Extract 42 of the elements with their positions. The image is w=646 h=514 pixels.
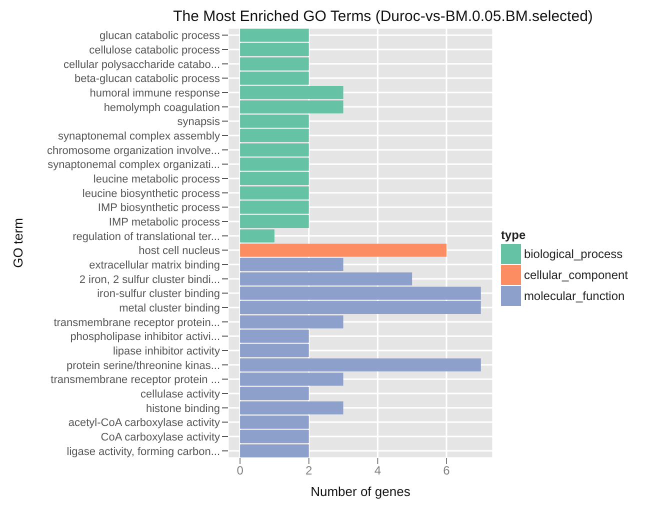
y-tick-label: IMP biosynthetic process [98,202,220,214]
chart-title: The Most Enriched GO Terms (Duroc-vs-BM.0.05.BM.selected) [172,8,594,27]
y-tick-label: regulation of translational ter... [72,230,220,243]
y-tick-label: leucine biosynthetic process [82,188,220,200]
y-tick-label: transmembrane receptor protein ... [50,374,220,386]
y-tick-label: hemolymph coagulation [104,102,220,114]
x-tick-label: 2 [306,464,313,478]
y-tick-label: cellulase activity [140,388,220,400]
y-tick-label: synaptonemal complex organizati... [48,159,220,172]
y-tick-label: transmembrane receptor protein... [54,316,220,329]
bar [240,244,446,257]
y-tick-label: acetyl-CoA carboxylase activity [68,417,220,430]
y-tick-label: cellulose catabolic process [89,44,220,56]
y-tick-label: ligase activity, forming carbon... [66,446,220,458]
y-tick-label: glucan catabolic process [100,30,220,42]
x-axis-title: Number of genes [310,484,411,499]
y-tick-label: metal cluster binding [119,302,220,314]
y-axis-title: GO term [10,218,26,268]
x-tick-label: 0 [236,464,244,478]
y-tick-label: chromosome organization involve... [46,144,220,157]
y-tick-label: phospholipase inhibitor activi... [70,331,220,344]
y-tick-label: host cell nucleus [138,245,220,258]
y-tick-label: lipase inhibitor activity [113,346,220,358]
y-tick-label: beta-glucan catabolic process [74,73,220,86]
y-tick-label: synaptonemal complex assembly [58,130,220,142]
y-tick-label: IMP metabolic process [108,216,220,228]
y-tick-label: protein serine/threonine kinas... [66,360,220,372]
legend-title: type [500,228,527,242]
y-tick-label: humoral immune response [90,88,220,100]
y-tick-label: CoA carboxylase activity [100,432,220,444]
y-tick-label: histone binding [146,402,220,415]
y-tick-label: leucine metabolic process [93,174,220,186]
y-tick-label: synapsis [177,116,220,128]
legend-label: biological_process [524,247,623,261]
y-tick-label: 2 iron, 2 sulfur cluster bindi... [79,274,220,286]
y-tick-label: cellular polysaccharide catabo... [63,58,220,71]
y-tick-label: iron-sulfur cluster binding [97,288,220,300]
legend-label: cellular_component [524,268,628,282]
y-tick-label: extracellular matrix binding [89,260,220,272]
legend-label: molecular_function [524,289,625,303]
x-tick-label: 6 [443,464,450,478]
x-tick-label: 4 [374,464,382,478]
